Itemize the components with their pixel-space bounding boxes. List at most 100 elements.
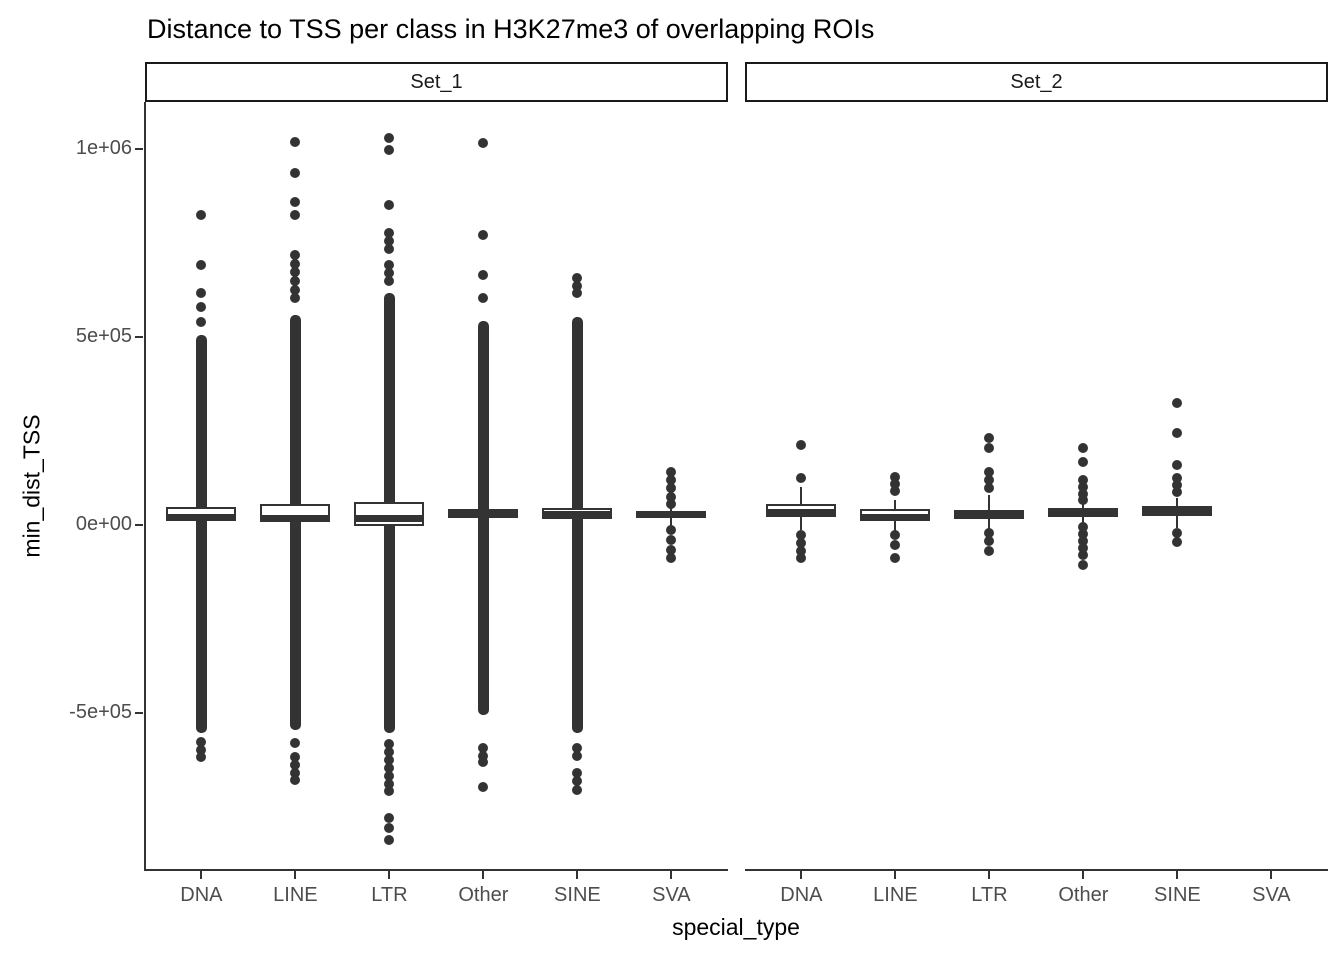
x-tick-label: LTR — [971, 884, 1008, 906]
outlier-point — [384, 200, 395, 211]
outlier-point — [572, 768, 583, 779]
y-tick-label: 0e+00 — [75, 513, 132, 535]
outlier-point — [890, 539, 901, 550]
outlier-point — [478, 782, 489, 793]
x-tick-label: SVA — [1252, 884, 1291, 906]
x-tick-mark — [894, 871, 897, 879]
y-tick-mark — [135, 524, 143, 526]
median-line — [860, 513, 931, 521]
median-line — [1048, 508, 1119, 516]
x-tick-mark — [482, 871, 485, 879]
x-tick-label: DNA — [180, 884, 223, 906]
x-tick-mark — [670, 871, 673, 879]
outlier-point — [1078, 529, 1089, 540]
outlier-point — [196, 736, 207, 747]
outlier-point — [796, 538, 807, 549]
x-tick-mark — [388, 871, 391, 879]
whisker-lower — [1082, 517, 1085, 525]
outlier-point — [384, 738, 395, 749]
outlier-point — [478, 269, 489, 280]
outlier-point — [290, 285, 301, 295]
y-tick-label: -5e+05 — [69, 701, 132, 723]
outlier-point — [290, 137, 301, 148]
whisker-upper — [1082, 502, 1085, 509]
outlier-point — [196, 260, 207, 271]
outlier-point — [384, 771, 395, 782]
outlier-point — [890, 553, 901, 564]
outlier-point — [572, 280, 583, 291]
outlier-point — [1078, 559, 1089, 570]
outlier-point — [666, 553, 677, 564]
outlier-point — [890, 486, 901, 497]
outlier-point — [572, 288, 583, 298]
outlier-point — [984, 536, 995, 547]
outlier-point — [796, 473, 807, 483]
box-iqr — [354, 502, 425, 527]
outlier-point — [796, 545, 807, 556]
y-tick-label: 5e+05 — [75, 325, 132, 347]
outlier-point — [572, 272, 583, 283]
facet-strip-label: Set_1 — [410, 70, 463, 93]
outlier-point — [1078, 536, 1089, 547]
outlier-column — [571, 317, 583, 733]
outlier-point — [1078, 442, 1089, 453]
outlier-point — [572, 742, 583, 753]
outlier-point — [290, 250, 301, 261]
x-tick-label: LINE — [873, 884, 918, 906]
median-line — [1142, 508, 1213, 516]
x-tick-mark — [988, 871, 991, 879]
outlier-point — [890, 530, 901, 541]
whisker-upper — [988, 494, 991, 510]
outlier-point — [384, 260, 395, 271]
outlier-point — [478, 292, 489, 303]
outlier-point — [196, 301, 207, 312]
whisker-lower — [670, 517, 673, 527]
y-tick-mark — [135, 336, 143, 338]
outlier-point — [384, 779, 395, 790]
outlier-point — [666, 474, 677, 485]
y-axis-line — [143, 102, 146, 871]
outlier-point — [290, 197, 301, 208]
outlier-point — [290, 738, 301, 749]
whisker-lower — [988, 518, 991, 530]
outlier-point — [384, 244, 395, 255]
outlier-point — [1172, 527, 1183, 538]
x-tick-mark — [1082, 871, 1085, 879]
outlier-point — [384, 133, 395, 144]
outlier-point — [290, 210, 301, 221]
outlier-point — [984, 466, 995, 477]
outlier-point — [572, 776, 583, 787]
x-tick-label: DNA — [780, 884, 823, 906]
outlier-point — [290, 759, 301, 770]
facet-strip-set2: Set_2 — [745, 62, 1328, 102]
chart-title: Distance to TSS per class in H3K27me3 of… — [147, 14, 875, 44]
outlier-point — [1172, 398, 1183, 409]
outlier-point — [984, 545, 995, 556]
outlier-point — [984, 433, 995, 444]
y-axis-title: min_dist_TSS — [18, 414, 45, 558]
x-tick-mark — [200, 871, 203, 879]
outlier-point — [796, 530, 807, 541]
median-line — [260, 515, 331, 523]
outlier-point — [196, 751, 207, 762]
outlier-column — [477, 320, 489, 715]
outlier-column — [289, 315, 301, 730]
outlier-point — [478, 750, 489, 761]
outlier-point — [384, 145, 395, 156]
whisker-lower — [894, 520, 897, 533]
facet-strip-label: Set_2 — [1010, 70, 1063, 93]
outlier-point — [478, 230, 489, 241]
outlier-point — [384, 812, 395, 823]
y-tick-mark — [135, 712, 143, 714]
whisker-upper — [894, 500, 897, 509]
outlier-point — [984, 474, 995, 485]
outlier-point — [290, 768, 301, 779]
x-tick-label: LTR — [371, 884, 408, 906]
x-tick-label: LINE — [273, 884, 318, 906]
outlier-point — [196, 210, 207, 221]
outlier-point — [384, 236, 395, 247]
outlier-point — [1172, 459, 1183, 470]
x-tick-mark — [800, 871, 803, 879]
outlier-point — [384, 835, 395, 846]
